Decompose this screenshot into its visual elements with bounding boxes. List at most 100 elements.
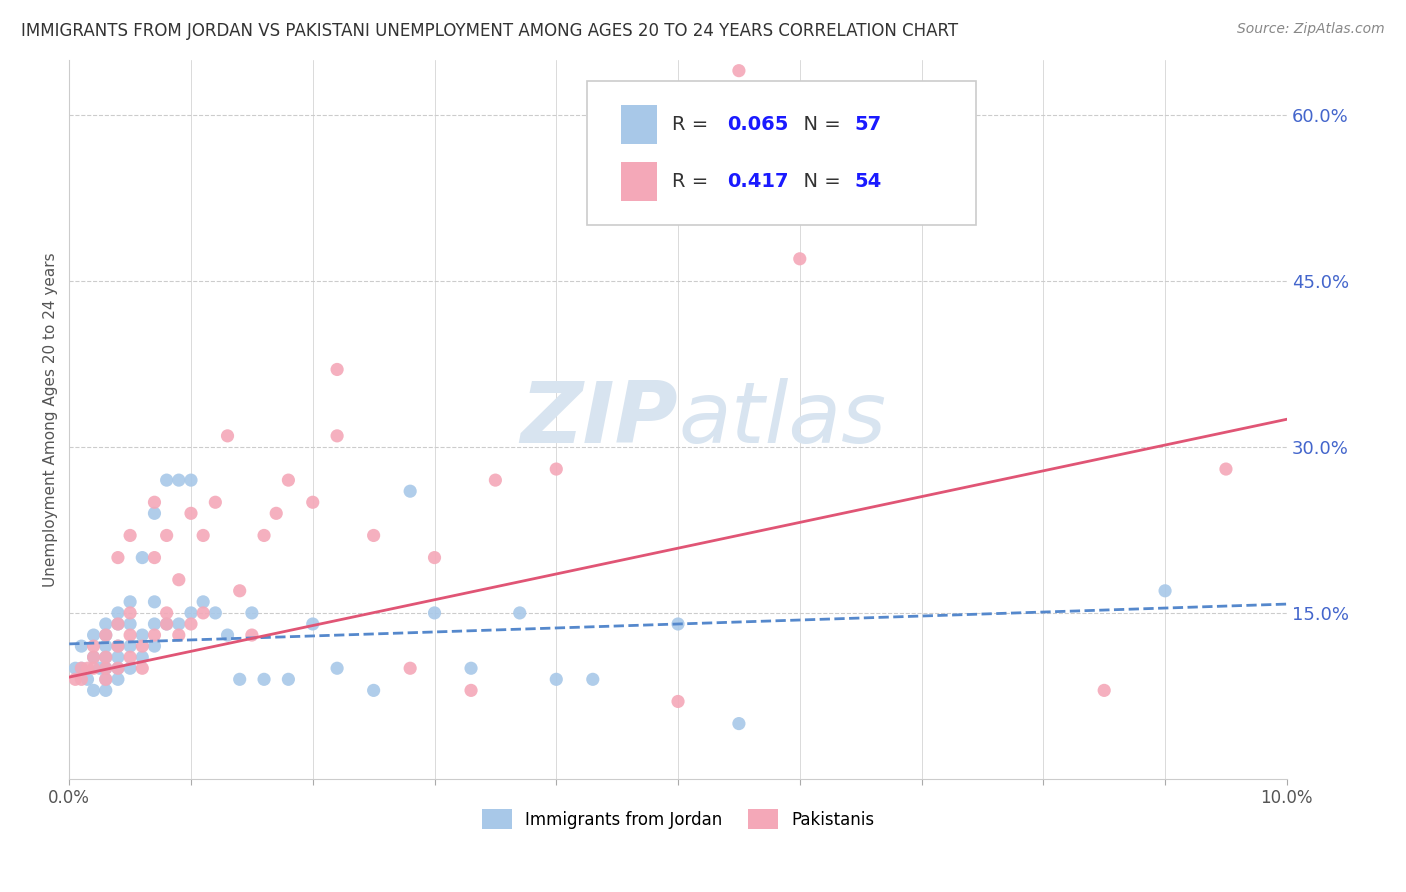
Point [76, 673, 98, 687]
Point [193, 595, 215, 609]
Point [326, 429, 349, 443]
Point [143, 550, 166, 565]
Text: R =: R = [672, 115, 714, 134]
Text: 0.417: 0.417 [727, 172, 789, 191]
Point [193, 528, 215, 542]
Point [94, 661, 117, 675]
Point [167, 628, 190, 642]
Point [301, 495, 323, 509]
Point [1215, 462, 1237, 476]
Point [546, 673, 568, 687]
Point [180, 617, 202, 632]
Point [460, 683, 482, 698]
Point [423, 606, 446, 620]
Point [107, 661, 129, 675]
FancyBboxPatch shape [586, 81, 976, 225]
Point [143, 595, 166, 609]
Point [180, 506, 202, 520]
Point [728, 63, 751, 78]
Point [728, 716, 751, 731]
Point [70, 673, 93, 687]
Point [94, 673, 117, 687]
Point [107, 617, 129, 632]
Text: N =: N = [792, 172, 848, 191]
Point [143, 617, 166, 632]
Point [240, 606, 263, 620]
Point [107, 661, 129, 675]
Legend: Immigrants from Jordan, Pakistanis: Immigrants from Jordan, Pakistanis [475, 803, 880, 835]
Point [204, 606, 226, 620]
Point [143, 628, 166, 642]
Point [156, 617, 179, 632]
Point [143, 639, 166, 653]
Point [253, 673, 276, 687]
Text: Source: ZipAtlas.com: Source: ZipAtlas.com [1237, 22, 1385, 37]
Point [156, 528, 179, 542]
Point [120, 528, 142, 542]
Point [65, 661, 87, 675]
Point [666, 694, 689, 708]
Point [107, 673, 129, 687]
Point [484, 473, 506, 487]
Point [120, 628, 142, 642]
Point [94, 628, 117, 642]
Point [83, 650, 105, 665]
Point [143, 495, 166, 509]
Point [217, 429, 239, 443]
Point [70, 661, 93, 675]
Text: N =: N = [792, 115, 848, 134]
Point [228, 583, 250, 598]
Point [107, 617, 129, 632]
Point [65, 673, 87, 687]
Point [789, 252, 811, 266]
Point [120, 639, 142, 653]
Point [666, 617, 689, 632]
Point [107, 550, 129, 565]
Text: atlas: atlas [678, 377, 886, 461]
Point [131, 639, 153, 653]
Point [94, 650, 117, 665]
Point [277, 473, 299, 487]
Text: 0.065: 0.065 [727, 115, 789, 134]
Point [83, 650, 105, 665]
Point [94, 683, 117, 698]
Point [120, 661, 142, 675]
Point [167, 617, 190, 632]
Point [70, 639, 93, 653]
Point [120, 606, 142, 620]
Point [228, 673, 250, 687]
Point [131, 661, 153, 675]
Point [107, 650, 129, 665]
Point [76, 661, 98, 675]
Point [217, 628, 239, 642]
Point [120, 595, 142, 609]
Point [460, 661, 482, 675]
Point [1154, 583, 1177, 598]
Point [180, 606, 202, 620]
Point [83, 628, 105, 642]
Point [70, 661, 93, 675]
Point [94, 628, 117, 642]
Point [253, 528, 276, 542]
Point [264, 506, 287, 520]
Text: R =: R = [672, 172, 714, 191]
Point [107, 606, 129, 620]
Point [240, 628, 263, 642]
Point [423, 550, 446, 565]
Text: IMMIGRANTS FROM JORDAN VS PAKISTANI UNEMPLOYMENT AMONG AGES 20 TO 24 YEARS CORRE: IMMIGRANTS FROM JORDAN VS PAKISTANI UNEM… [21, 22, 959, 40]
Y-axis label: Unemployment Among Ages 20 to 24 years: Unemployment Among Ages 20 to 24 years [44, 252, 58, 587]
Point [94, 673, 117, 687]
Point [120, 650, 142, 665]
Point [546, 462, 568, 476]
Point [582, 673, 605, 687]
Point [301, 617, 323, 632]
Point [107, 639, 129, 653]
Point [94, 650, 117, 665]
Point [1092, 683, 1115, 698]
Point [131, 550, 153, 565]
Point [509, 606, 531, 620]
Point [156, 606, 179, 620]
Point [94, 617, 117, 632]
Point [83, 639, 105, 653]
Point [83, 683, 105, 698]
